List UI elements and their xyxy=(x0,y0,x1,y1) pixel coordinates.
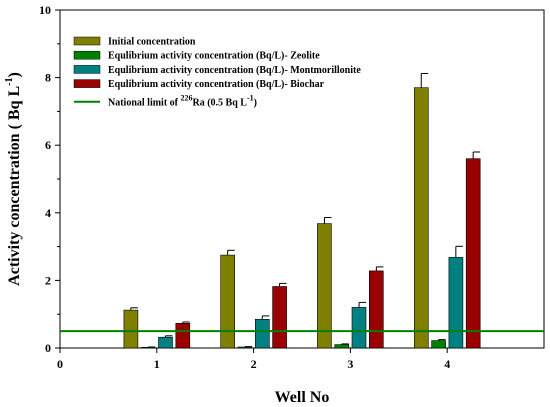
bar-well-1-series-1 xyxy=(123,309,139,349)
ticks-layer: 0 1 2 3 4 0 2 4 6 8 10 xyxy=(39,3,450,371)
bar-well-3-series-3 xyxy=(351,307,367,349)
y-tick-label: 4 xyxy=(45,206,51,220)
bar-well-1-series-3 xyxy=(158,336,173,349)
legend-swatch-series-1 xyxy=(73,36,101,46)
bar-well-3-series-2 xyxy=(334,344,350,349)
legend-label-series-1: Initial concentration xyxy=(108,37,196,48)
y-tick-label: 8 xyxy=(45,71,51,85)
x-axis-title: Well No xyxy=(275,389,330,406)
y-tick-label: 2 xyxy=(45,273,51,287)
bars-layer xyxy=(123,73,481,349)
y-axis-title: Activity concentration ( Bq L-1) xyxy=(4,72,23,286)
x-tick-label: 0 xyxy=(57,357,63,371)
bar-well-2-series-2 xyxy=(237,346,253,349)
legend-label-national-limit: National limit of 226Ra (0.5 Bq L-1) xyxy=(108,93,257,108)
x-tick-label: 4 xyxy=(444,357,450,371)
legend-label-series-4: Equlibrium activity concentration (Bq/L)… xyxy=(108,79,325,90)
legend-swatch-series-3 xyxy=(73,65,101,74)
legend: Initial concentration Equlibrium activity… xyxy=(73,36,361,108)
bar-well-2-series-3 xyxy=(255,318,270,349)
bar-well-4-series-3 xyxy=(448,257,464,349)
legend-swatch-series-2 xyxy=(73,50,101,60)
bar-well-3-series-1 xyxy=(317,223,332,349)
x-tick-label: 1 xyxy=(154,357,160,371)
bar-well-2-series-4 xyxy=(272,286,287,349)
x-tick-label: 3 xyxy=(347,357,353,371)
bar-well-2-series-1 xyxy=(220,254,235,349)
legend-swatch-series-4 xyxy=(73,79,101,88)
bar-well-3-series-4 xyxy=(368,270,384,349)
legend-label-series-2: Equlibrium activity concentration (Bq/L)… xyxy=(108,51,320,62)
y-tick-label: 6 xyxy=(45,138,51,152)
bar-well-4-series-1 xyxy=(413,87,429,349)
y-tick-label: 0 xyxy=(45,341,51,355)
bar-well-1-series-4 xyxy=(175,322,191,349)
bar-well-4-series-2 xyxy=(431,340,446,349)
legend-label-series-3: Equlibrium activity concentration (Bq/L)… xyxy=(108,65,361,76)
y-tick-label: 10 xyxy=(39,3,51,17)
bar-well-4-series-4 xyxy=(465,158,481,349)
x-tick-label: 2 xyxy=(251,357,257,371)
